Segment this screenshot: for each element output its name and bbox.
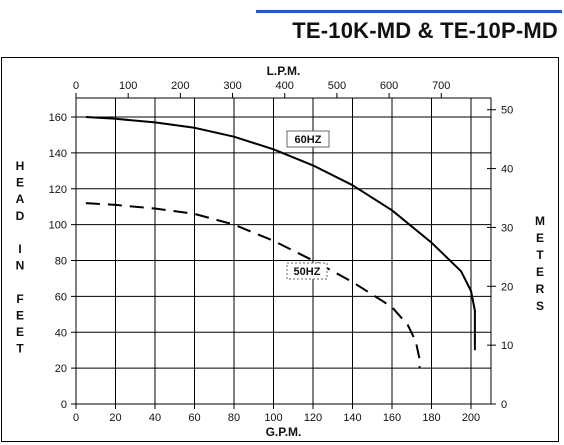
y-tick-label: 0 — [61, 399, 67, 411]
series-line-60hz — [85, 116, 476, 351]
x-tick-label: 120 — [304, 412, 322, 424]
series-label: 60HZ — [295, 134, 322, 146]
y-axis-title-char: A — [16, 192, 25, 206]
y-axis-title-char: I — [18, 242, 21, 256]
x-tick-label: 20 — [109, 412, 121, 424]
y-axis-title-char: T — [16, 342, 24, 356]
title-rule — [256, 10, 562, 13]
series-label: 50HZ — [294, 266, 321, 278]
x-tick-label: 40 — [149, 412, 161, 424]
y2-axis-title-char: R — [536, 282, 545, 296]
y-tick-label: 100 — [49, 220, 67, 232]
x2-tick-label: 400 — [276, 80, 294, 92]
y-axis-title-char: E — [16, 176, 24, 190]
y2-tick-label: 0 — [501, 399, 507, 411]
y2-axis-title-char: T — [536, 248, 544, 262]
y-tick-label: 80 — [55, 256, 67, 268]
y-axis-title-char: E — [16, 308, 24, 322]
curves — [85, 116, 476, 369]
series-label-box — [286, 130, 330, 148]
y-axis-title-char: E — [16, 325, 24, 339]
y-tick-label: 120 — [49, 184, 67, 196]
y2-tick-label: 10 — [501, 340, 513, 352]
curve-labels: 60HZ 50HZ — [286, 130, 330, 280]
x-tick-label: 80 — [228, 412, 240, 424]
y2-tick-label: 20 — [501, 281, 513, 293]
y-tick-label: 160 — [49, 112, 67, 124]
y-axis-title-char: D — [16, 209, 25, 223]
chart-frame — [1, 57, 559, 442]
x-tick-label: 0 — [73, 412, 79, 424]
y-tick-label: 140 — [49, 148, 67, 160]
series-line-50hz — [85, 202, 421, 369]
x-tick-label: 160 — [383, 412, 401, 424]
plot-area — [75, 97, 492, 405]
x2-tick-label: 100 — [119, 80, 137, 92]
x-tick-label: 100 — [264, 412, 282, 424]
x2-tick-label: 300 — [223, 80, 241, 92]
y-tick-label: 40 — [55, 327, 67, 339]
x2-tick-label: 600 — [380, 80, 398, 92]
x2-tick-label: 0 — [73, 80, 79, 92]
x-tick-label: 200 — [462, 412, 480, 424]
grid-lines — [76, 98, 491, 404]
y2-axis-title-char: E — [536, 265, 544, 279]
y2-axis-title-char: S — [536, 299, 544, 313]
y-axis-title-char: N — [16, 259, 25, 273]
series-label-box — [286, 262, 328, 280]
x2-tick-label: 700 — [432, 80, 450, 92]
x-axis-title: G.P.M. — [266, 425, 302, 439]
x2-tick-label: 200 — [171, 80, 189, 92]
y-axis-title-char: H — [16, 159, 25, 173]
y2-tick-label: 30 — [501, 222, 513, 234]
y-tick-label: 60 — [55, 291, 67, 303]
y2-axis-title-char: M — [535, 214, 545, 228]
y2-axis-title-char: E — [536, 231, 544, 245]
axes: 0 20 40 60 80 100 120 140 160 180 2000204060801001… — [16, 64, 545, 439]
x-tick-label: 60 — [188, 412, 200, 424]
y-tick-label: 20 — [55, 363, 67, 375]
x2-axis-title: L.P.M. — [267, 64, 301, 78]
page-title: TE-10K-MD & TE-10P-MD — [292, 18, 558, 43]
x-tick-label: 140 — [343, 412, 361, 424]
x2-tick-label: 500 — [328, 80, 346, 92]
x-tick-label: 180 — [422, 412, 440, 424]
y2-tick-label: 40 — [501, 164, 513, 176]
y2-tick-label: 50 — [501, 105, 513, 117]
y-axis-title-char: F — [16, 292, 23, 306]
